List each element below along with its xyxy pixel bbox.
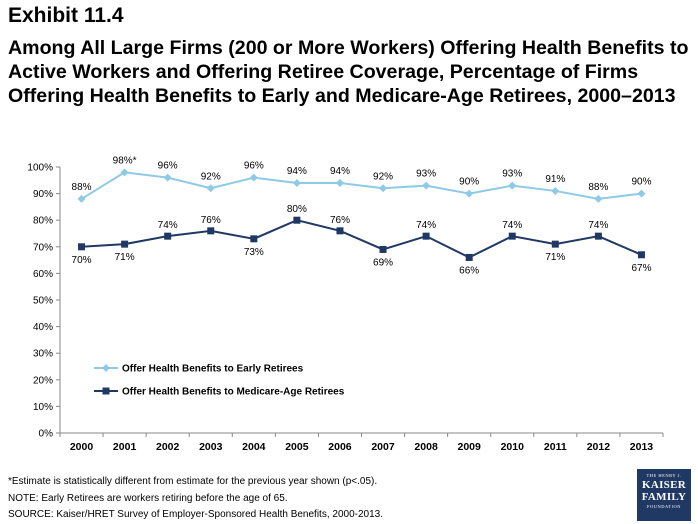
x-tick-label: 2009 <box>457 441 481 453</box>
y-tick-label: 0% <box>39 429 54 440</box>
data-point <box>379 245 387 253</box>
exhibit-number: Exhibit 11.4 <box>8 4 124 27</box>
data-point <box>120 168 129 177</box>
x-tick-label: 2003 <box>199 441 223 453</box>
data-label: 76% <box>201 215 221 226</box>
logo-line-4: FOUNDATION <box>647 504 681 509</box>
series-line <box>81 171 642 200</box>
data-label: 67% <box>631 263 651 274</box>
data-label: 66% <box>459 265 479 276</box>
data-point <box>379 184 388 193</box>
x-tick-label: 2004 <box>242 441 266 453</box>
data-point <box>637 189 646 198</box>
data-label: 91% <box>545 174 565 185</box>
data-point <box>551 240 559 248</box>
data-point <box>292 178 301 187</box>
x-tick-label: 2001 <box>113 441 137 453</box>
x-tick-label: 2010 <box>501 441 525 453</box>
footnote-significance: *Estimate is statistically different fro… <box>8 476 378 487</box>
data-point <box>293 216 301 224</box>
data-label: 92% <box>201 171 221 182</box>
data-point <box>465 189 474 198</box>
data-label: 93% <box>502 169 522 180</box>
data-point <box>121 240 129 248</box>
data-point <box>422 232 430 240</box>
data-label: 74% <box>416 220 436 231</box>
y-tick-label: 20% <box>33 375 53 386</box>
y-tick-label: 70% <box>33 242 53 253</box>
chart-title: Among All Large Firms (200 or More Worke… <box>8 37 689 107</box>
data-point <box>594 194 603 203</box>
data-point <box>637 251 645 259</box>
legend-label: Offer Health Benefits to Medicare-Age Re… <box>122 387 345 398</box>
data-point <box>207 227 215 235</box>
data-label: 88% <box>588 182 608 193</box>
data-label: 71% <box>115 252 135 263</box>
x-tick-label: 2007 <box>371 441 395 453</box>
footnote-note: NOTE: Early Retirees are workers retirin… <box>8 492 288 504</box>
data-label: 73% <box>244 247 264 258</box>
data-label: 92% <box>373 171 393 182</box>
data-point <box>250 235 258 243</box>
data-point <box>78 243 86 251</box>
y-tick-label: 50% <box>33 296 53 307</box>
data-label: 74% <box>158 220 178 231</box>
data-label: 90% <box>631 177 651 188</box>
data-label: 71% <box>545 252 565 263</box>
data-point <box>249 173 258 182</box>
y-tick-label: 100% <box>27 163 53 174</box>
legend-label: Offer Health Benefits to Early Retirees <box>122 364 304 375</box>
data-point <box>77 194 86 203</box>
series-line <box>81 219 642 259</box>
data-label: 96% <box>158 161 178 172</box>
legend-swatch-marker <box>102 387 110 395</box>
data-point <box>508 181 517 190</box>
data-point <box>164 232 172 240</box>
data-label: 80% <box>287 204 307 215</box>
x-tick-label: 2013 <box>630 441 654 453</box>
footnotes: *Estimate is statistically different fro… <box>8 474 383 524</box>
x-tick-label: 2005 <box>285 441 309 453</box>
x-tick-label: 2011 <box>544 441 567 453</box>
data-label: 96% <box>244 161 264 172</box>
data-label: 74% <box>502 220 522 231</box>
y-tick-label: 90% <box>33 189 53 200</box>
y-tick-label: 10% <box>33 402 53 413</box>
x-tick-label: 2008 <box>414 441 438 453</box>
data-label: 94% <box>330 166 350 177</box>
data-point <box>551 186 560 195</box>
x-tick-label: 2000 <box>70 441 94 453</box>
x-tick-label: 2002 <box>156 441 180 453</box>
data-label: 88% <box>72 182 92 193</box>
data-point <box>465 253 473 261</box>
y-tick-label: 60% <box>33 269 53 280</box>
data-label: 69% <box>373 257 393 268</box>
data-label: 90% <box>459 177 479 188</box>
data-label: 93% <box>416 169 436 180</box>
logo-line-3: FAMILY <box>641 491 687 503</box>
y-tick-label: 30% <box>33 349 53 360</box>
logo-line-2: KAISER <box>642 479 686 491</box>
y-tick-label: 40% <box>33 322 53 333</box>
logo-line-1: THE HENRY J. <box>646 473 682 478</box>
data-label: 76% <box>330 215 350 226</box>
data-point <box>335 178 344 187</box>
data-label: 98%* <box>113 155 137 166</box>
data-point <box>508 232 516 240</box>
data-label: 70% <box>72 255 92 266</box>
x-tick-label: 2006 <box>328 441 352 453</box>
data-label: 74% <box>588 220 608 231</box>
kff-logo: THE HENRY J. KAISER FAMILY FOUNDATION <box>637 469 691 521</box>
legend-swatch-marker <box>102 364 110 372</box>
data-point <box>206 184 215 193</box>
data-point <box>422 181 431 190</box>
data-point <box>336 227 344 235</box>
data-point <box>163 173 172 182</box>
footnote-source: SOURCE: Kaiser/HRET Survey of Employer-S… <box>8 509 383 520</box>
y-tick-label: 80% <box>33 216 53 227</box>
x-tick-label: 2012 <box>587 441 611 453</box>
data-point <box>594 232 602 240</box>
data-label: 94% <box>287 166 307 177</box>
